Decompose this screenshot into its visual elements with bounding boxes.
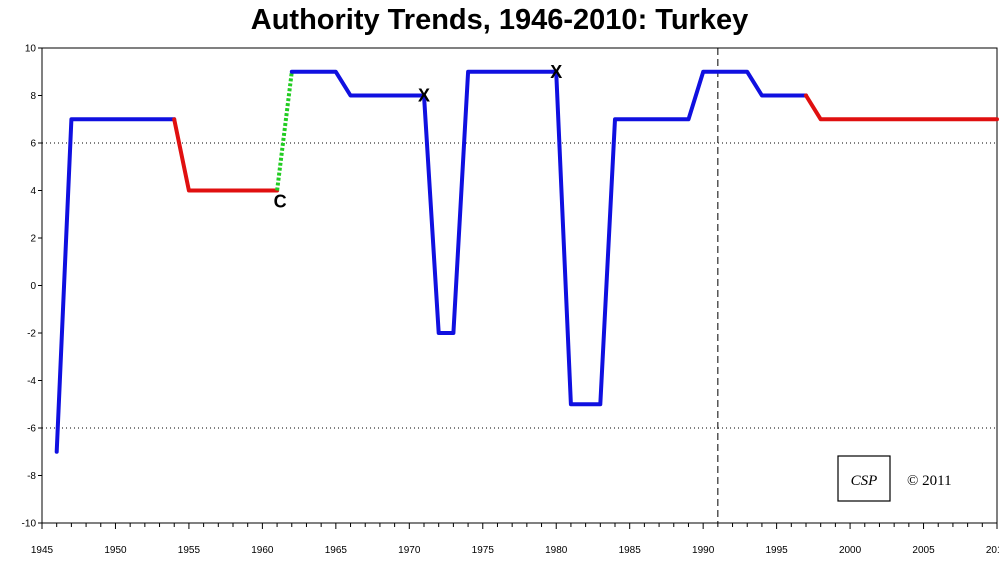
copyright-text: © 2011 — [907, 473, 952, 489]
series-regular-segment — [289, 69, 808, 407]
reference-lines — [42, 48, 997, 523]
x-tick-label: 1965 — [325, 545, 348, 556]
y-tick-label: -4 — [27, 376, 36, 387]
logo-text: CSP — [851, 473, 878, 489]
y-tick-label: 6 — [30, 139, 36, 150]
y-tick-label: -2 — [27, 329, 36, 340]
csp-logo: CSP — [837, 455, 891, 502]
x-tick-label: 1945 — [31, 545, 54, 556]
annotation-x: X — [418, 86, 430, 106]
chart-title: Authority Trends, 1946-2010: Turkey — [250, 4, 749, 36]
annotation-c: C — [274, 192, 287, 212]
x-tick-label: 1985 — [619, 545, 642, 556]
x-tick-label: 1950 — [104, 545, 127, 556]
x-tick-label: 1970 — [398, 545, 421, 556]
series-change-segment — [804, 93, 999, 122]
x-tick-label: 1995 — [765, 545, 788, 556]
x-tick-label: 2010 — [986, 545, 999, 556]
x-tick-label: 1980 — [545, 545, 568, 556]
chart-axes: 10 8 6 4 2 0 -2 -4 -6 -8 -10 1945 1950 1955 1960 1965 19… — [22, 44, 999, 557]
y-tick-label: -6 — [27, 424, 36, 435]
x-tick-label: 1975 — [472, 545, 495, 556]
y-tick-label: -8 — [27, 471, 36, 482]
x-tick-label: 1960 — [251, 545, 274, 556]
series-layer — [54, 69, 999, 454]
x-tick-label: 1955 — [178, 545, 201, 556]
series-transition-segment — [275, 71, 294, 191]
x-tick-label: 2005 — [912, 545, 935, 556]
x-tick-label: 1990 — [692, 545, 715, 556]
logo-frame — [837, 455, 891, 502]
y-tick-label: 10 — [25, 44, 37, 55]
annotation-x: X — [550, 62, 562, 82]
y-tick-label: 0 — [30, 281, 36, 292]
annotations-layer: X X C — [274, 62, 563, 212]
series-change-segment — [172, 117, 280, 193]
y-tick-label: 8 — [30, 91, 36, 102]
y-tick-label: 2 — [30, 234, 36, 245]
y-tick-label: 4 — [30, 186, 36, 197]
y-tick-label: -10 — [22, 519, 37, 530]
series-regular-segment — [54, 117, 177, 454]
x-tick-label: 2000 — [839, 545, 862, 556]
